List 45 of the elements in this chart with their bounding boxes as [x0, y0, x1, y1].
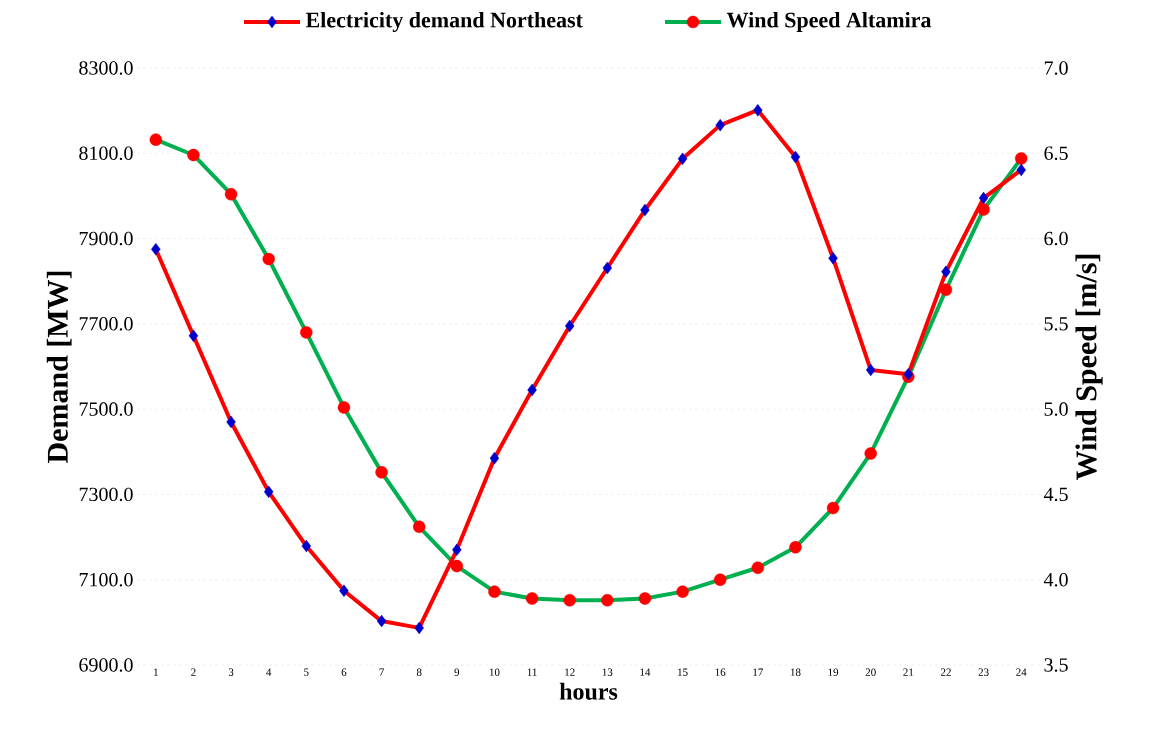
x-tick-label: 24: [1016, 668, 1027, 676]
x-tick-label: 11: [527, 668, 537, 676]
y-tick-label: 7900.0: [79, 231, 133, 246]
x-tick-label: 22: [940, 668, 951, 676]
y-tick-label: 8100.0: [79, 146, 133, 161]
x-tick-label: 19: [828, 668, 839, 676]
x-tick-label: 4: [266, 668, 272, 676]
x-tick-label: 7: [379, 668, 384, 676]
x-tick-label: 9: [454, 668, 460, 676]
y2-tick-label: 7.0: [1044, 61, 1068, 75]
y2-tick-label: 5.5: [1044, 317, 1068, 331]
x-tick-label: 14: [640, 668, 651, 676]
x-tick-label: 10: [489, 668, 500, 676]
y2-tick-label: 5.0: [1044, 402, 1068, 416]
x-tick-label: 3: [228, 668, 234, 676]
y-tick-label: 8300.0: [79, 61, 133, 75]
x-axis-title: hours: [559, 682, 618, 700]
x-tick-label: 6: [341, 668, 347, 676]
x-tick-label: 20: [865, 668, 876, 676]
y2-tick-label: 6.0: [1044, 231, 1068, 246]
y2-tick-label: 6.5: [1044, 146, 1068, 161]
x-tick-label: 18: [790, 668, 801, 676]
y2-tick-label: 4.0: [1043, 572, 1068, 587]
y-tick-label: 7100.0: [79, 572, 133, 587]
x-tick-label: 12: [565, 668, 575, 676]
x-tick-label: 1: [154, 668, 158, 676]
x-tick-label: 2: [191, 668, 196, 676]
x-tick-label: 5: [304, 668, 309, 676]
x-tick-label: 21: [903, 668, 914, 676]
legend-label: Wind Speed Altamira: [726, 12, 932, 32]
x-tick-label: 13: [602, 668, 613, 676]
legend-label: Electricity demand Northeast: [305, 11, 583, 32]
y-tick-label: 6900.0: [79, 658, 133, 672]
y2-axis-title: Wind Speed [m/s]: [1075, 254, 1103, 480]
x-tick-label: 8: [416, 668, 422, 676]
y-tick-label: 7500.0: [79, 402, 133, 416]
y-axis-title: Demand [MW]: [46, 271, 72, 464]
y2-tick-label: 3.5: [1044, 658, 1068, 672]
y-tick-label: 7300.0: [79, 487, 133, 502]
x-tick-label: 16: [715, 668, 726, 676]
x-tick-label: 15: [678, 668, 688, 676]
y-tick-label: 7700.0: [79, 317, 133, 331]
y2-tick-label: 4.5: [1043, 487, 1068, 502]
x-tick-label: 17: [753, 668, 763, 676]
x-tick-label: 23: [978, 668, 989, 676]
